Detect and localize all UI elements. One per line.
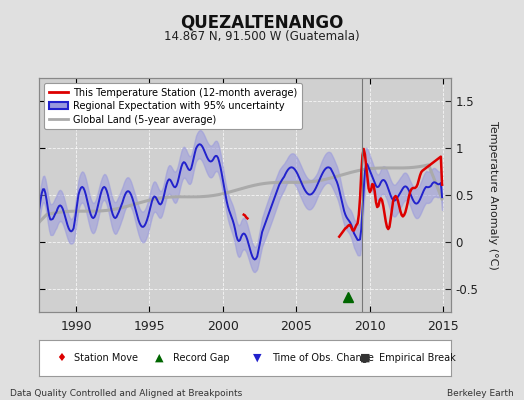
Text: 2005: 2005 [280,320,312,333]
Text: 1995: 1995 [134,320,165,333]
Text: QUEZALTENANGO: QUEZALTENANGO [180,14,344,32]
Y-axis label: Temperature Anomaly (°C): Temperature Anomaly (°C) [488,121,498,269]
Legend: This Temperature Station (12-month average), Regional Expectation with 95% uncer: This Temperature Station (12-month avera… [44,83,302,129]
Text: Berkeley Earth: Berkeley Earth [447,389,514,398]
Text: 14.867 N, 91.500 W (Guatemala): 14.867 N, 91.500 W (Guatemala) [164,30,360,43]
Text: Station Move: Station Move [74,353,138,363]
Text: Data Quality Controlled and Aligned at Breakpoints: Data Quality Controlled and Aligned at B… [10,389,243,398]
Text: 2015: 2015 [428,320,459,333]
Text: Record Gap: Record Gap [173,353,230,363]
Text: Empirical Break: Empirical Break [379,353,455,363]
Text: ▼: ▼ [253,353,261,363]
Text: 2000: 2000 [207,320,239,333]
Text: ♦: ♦ [56,353,66,363]
Text: 1990: 1990 [60,320,92,333]
Text: 2010: 2010 [354,320,386,333]
Text: ▲: ▲ [155,353,163,363]
Text: Time of Obs. Change: Time of Obs. Change [272,353,374,363]
Text: ■: ■ [360,353,370,363]
